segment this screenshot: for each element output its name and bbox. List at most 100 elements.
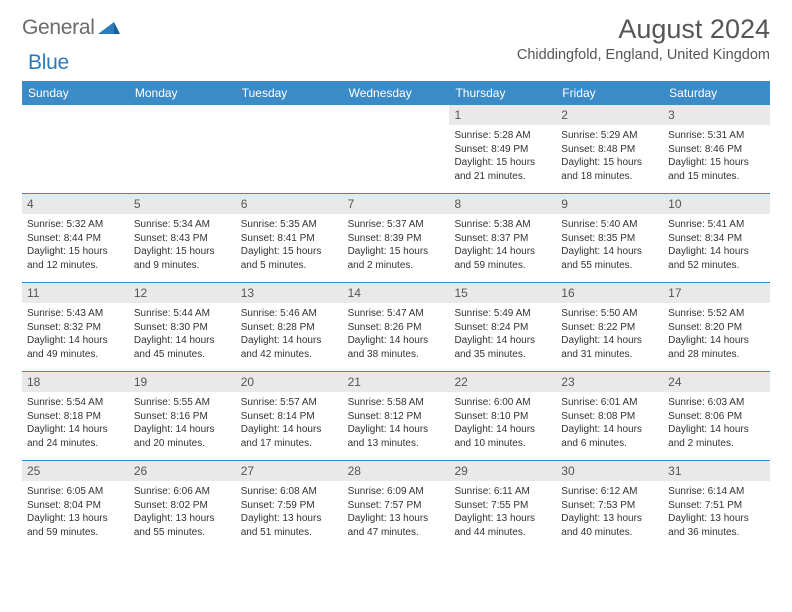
day-body: Sunrise: 6:05 AMSunset: 8:04 PMDaylight:… bbox=[22, 481, 129, 544]
day-body: Sunrise: 6:11 AMSunset: 7:55 PMDaylight:… bbox=[449, 481, 556, 544]
weekday-header: Monday bbox=[129, 81, 236, 105]
day-number: 8 bbox=[449, 194, 556, 214]
day-number: 27 bbox=[236, 461, 343, 481]
day-number: 16 bbox=[556, 283, 663, 303]
sunset-line: Sunset: 8:14 PM bbox=[241, 410, 338, 424]
week-row: 18Sunrise: 5:54 AMSunset: 8:18 PMDayligh… bbox=[22, 371, 770, 460]
sunrise-line: Sunrise: 5:32 AM bbox=[27, 218, 124, 232]
sunset-line: Sunset: 8:04 PM bbox=[27, 499, 124, 513]
day-cell: 14 Sunrise: 5:47 AMSunset: 8:26 PMDayligh… bbox=[343, 283, 450, 371]
day-number: 28 bbox=[343, 461, 450, 481]
sunset-line: Sunset: 8:49 PM bbox=[454, 143, 551, 157]
sunset-line: Sunset: 7:57 PM bbox=[348, 499, 445, 513]
weekday-header: Sunday bbox=[22, 81, 129, 105]
day-cell: 5Sunrise: 5:34 AMSunset: 8:43 PMDaylight… bbox=[129, 194, 236, 282]
sunrise-line: Sunrise: 6:11 AM bbox=[454, 485, 551, 499]
day-cell: 29Sunrise: 6:11 AMSunset: 7:55 PMDayligh… bbox=[449, 461, 556, 549]
day-number: 19 bbox=[129, 372, 236, 392]
day-cell: 23Sunrise: 6:01 AMSunset: 8:08 PMDayligh… bbox=[556, 372, 663, 460]
sunrise-line: Sunrise: 5:54 AM bbox=[27, 396, 124, 410]
daylight-line: Daylight: 15 hours and 15 minutes. bbox=[668, 156, 765, 183]
day-body: Sunrise: 6:06 AMSunset: 8:02 PMDaylight:… bbox=[129, 481, 236, 544]
daylight-line: Daylight: 14 hours and 28 minutes. bbox=[668, 334, 765, 361]
day-number: 9 bbox=[556, 194, 663, 214]
sunset-line: Sunset: 8:16 PM bbox=[134, 410, 231, 424]
sunset-line: Sunset: 8:18 PM bbox=[27, 410, 124, 424]
day-body: Sunrise: 5:37 AMSunset: 8:39 PMDaylight:… bbox=[343, 214, 450, 277]
sunset-line: Sunset: 8:28 PM bbox=[241, 321, 338, 335]
day-cell: 9Sunrise: 5:40 AMSunset: 8:35 PMDaylight… bbox=[556, 194, 663, 282]
daylight-line: Daylight: 14 hours and 35 minutes. bbox=[454, 334, 551, 361]
sunset-line: Sunset: 8:06 PM bbox=[668, 410, 765, 424]
daylight-line: Daylight: 15 hours and 12 minutes. bbox=[27, 245, 124, 272]
sunrise-line: Sunrise: 5:57 AM bbox=[241, 396, 338, 410]
sunrise-line: Sunrise: 6:06 AM bbox=[134, 485, 231, 499]
day-number: 20 bbox=[236, 372, 343, 392]
daylight-line: Daylight: 14 hours and 55 minutes. bbox=[561, 245, 658, 272]
calendar: SundayMondayTuesdayWednesdayThursdayFrid… bbox=[22, 81, 770, 549]
day-cell: 22Sunrise: 6:00 AMSunset: 8:10 PMDayligh… bbox=[449, 372, 556, 460]
day-cell: 3Sunrise: 5:31 AMSunset: 8:46 PMDaylight… bbox=[663, 105, 770, 193]
day-number: 5 bbox=[129, 194, 236, 214]
daylight-line: Daylight: 14 hours and 49 minutes. bbox=[27, 334, 124, 361]
sunrise-line: Sunrise: 6:00 AM bbox=[454, 396, 551, 410]
day-cell: 15Sunrise: 5:49 AMSunset: 8:24 PMDayligh… bbox=[449, 283, 556, 371]
sunrise-line: Sunrise: 5:38 AM bbox=[454, 218, 551, 232]
daylight-line: Daylight: 14 hours and 45 minutes. bbox=[134, 334, 231, 361]
title-block: August 2024 Chiddingfold, England, Unite… bbox=[517, 14, 770, 67]
sunrise-line: Sunrise: 5:47 AM bbox=[348, 307, 445, 321]
sunset-line: Sunset: 8:10 PM bbox=[454, 410, 551, 424]
day-body: Sunrise: 6:08 AMSunset: 7:59 PMDaylight:… bbox=[236, 481, 343, 544]
day-cell: 18Sunrise: 5:54 AMSunset: 8:18 PMDayligh… bbox=[22, 372, 129, 460]
day-number: 17 bbox=[663, 283, 770, 303]
day-number: 4 bbox=[22, 194, 129, 214]
sunrise-line: Sunrise: 6:12 AM bbox=[561, 485, 658, 499]
day-number: 7 bbox=[343, 194, 450, 214]
daylight-line: Daylight: 14 hours and 20 minutes. bbox=[134, 423, 231, 450]
daylight-line: Daylight: 14 hours and 2 minutes. bbox=[668, 423, 765, 450]
day-cell: 31Sunrise: 6:14 AMSunset: 7:51 PMDayligh… bbox=[663, 461, 770, 549]
sunset-line: Sunset: 8:12 PM bbox=[348, 410, 445, 424]
day-number: 18 bbox=[22, 372, 129, 392]
day-number: 11 bbox=[22, 283, 129, 303]
sunset-line: Sunset: 8:41 PM bbox=[241, 232, 338, 246]
daylight-line: Daylight: 14 hours and 38 minutes. bbox=[348, 334, 445, 361]
sunset-line: Sunset: 8:24 PM bbox=[454, 321, 551, 335]
sunrise-line: Sunrise: 6:01 AM bbox=[561, 396, 658, 410]
sunset-line: Sunset: 8:46 PM bbox=[668, 143, 765, 157]
day-cell: 1Sunrise: 5:28 AMSunset: 8:49 PMDaylight… bbox=[449, 105, 556, 193]
sunrise-line: Sunrise: 5:28 AM bbox=[454, 129, 551, 143]
sunset-line: Sunset: 8:08 PM bbox=[561, 410, 658, 424]
day-cell: 30Sunrise: 6:12 AMSunset: 7:53 PMDayligh… bbox=[556, 461, 663, 549]
weekday-header: Tuesday bbox=[236, 81, 343, 105]
weeks-container: 1Sunrise: 5:28 AMSunset: 8:49 PMDaylight… bbox=[22, 105, 770, 549]
sunrise-line: Sunrise: 5:50 AM bbox=[561, 307, 658, 321]
day-body: Sunrise: 5:57 AMSunset: 8:14 PMDaylight:… bbox=[236, 392, 343, 455]
week-row: 4Sunrise: 5:32 AMSunset: 8:44 PMDaylight… bbox=[22, 193, 770, 282]
day-cell: 10Sunrise: 5:41 AMSunset: 8:34 PMDayligh… bbox=[663, 194, 770, 282]
sunrise-line: Sunrise: 5:31 AM bbox=[668, 129, 765, 143]
day-body: Sunrise: 5:55 AMSunset: 8:16 PMDaylight:… bbox=[129, 392, 236, 455]
sunset-line: Sunset: 7:53 PM bbox=[561, 499, 658, 513]
day-number: 14 bbox=[343, 283, 450, 303]
daylight-line: Daylight: 14 hours and 31 minutes. bbox=[561, 334, 658, 361]
day-number: 21 bbox=[343, 372, 450, 392]
sunset-line: Sunset: 8:22 PM bbox=[561, 321, 658, 335]
day-number: 23 bbox=[556, 372, 663, 392]
day-number: 24 bbox=[663, 372, 770, 392]
sunrise-line: Sunrise: 6:08 AM bbox=[241, 485, 338, 499]
day-body: Sunrise: 5:41 AMSunset: 8:34 PMDaylight:… bbox=[663, 214, 770, 277]
day-number: 30 bbox=[556, 461, 663, 481]
day-number: 31 bbox=[663, 461, 770, 481]
day-body: Sunrise: 5:54 AMSunset: 8:18 PMDaylight:… bbox=[22, 392, 129, 455]
day-body: Sunrise: 5:31 AMSunset: 8:46 PMDaylight:… bbox=[663, 125, 770, 188]
sunset-line: Sunset: 8:26 PM bbox=[348, 321, 445, 335]
sunset-line: Sunset: 8:34 PM bbox=[668, 232, 765, 246]
week-row: 11Sunrise: 5:43 AMSunset: 8:32 PMDayligh… bbox=[22, 282, 770, 371]
day-cell: 19Sunrise: 5:55 AMSunset: 8:16 PMDayligh… bbox=[129, 372, 236, 460]
month-title: August 2024 bbox=[517, 14, 770, 45]
day-body: Sunrise: 5:52 AMSunset: 8:20 PMDaylight:… bbox=[663, 303, 770, 366]
day-body: Sunrise: 6:12 AMSunset: 7:53 PMDaylight:… bbox=[556, 481, 663, 544]
daylight-line: Daylight: 13 hours and 44 minutes. bbox=[454, 512, 551, 539]
day-cell-empty bbox=[236, 105, 343, 193]
